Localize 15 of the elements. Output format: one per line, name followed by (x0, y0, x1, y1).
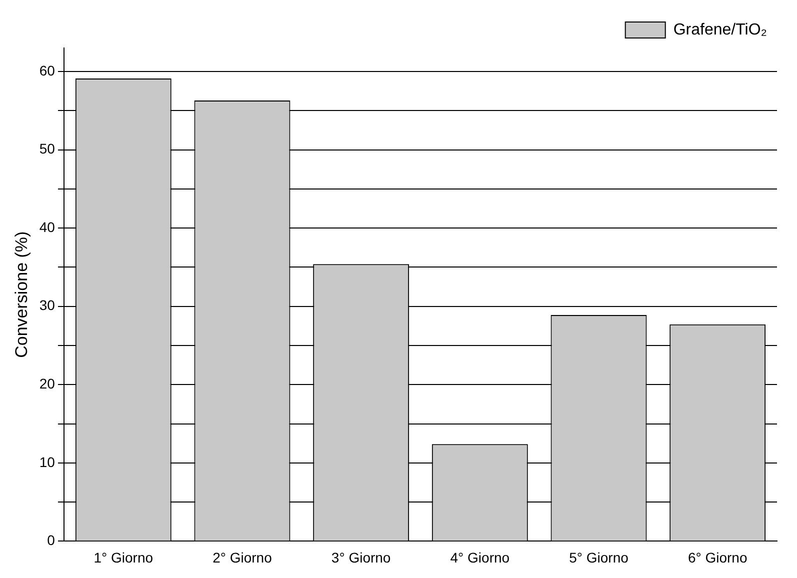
x-tick-label: 3° Giorno (331, 549, 391, 566)
y-axis-title: Conversione (%) (12, 231, 31, 358)
y-tick-label: 50 (39, 140, 56, 157)
x-tick-label: 4° Giorno (450, 549, 510, 566)
x-tick-label: 5° Giorno (569, 549, 629, 566)
x-tick-label: 2° Giorno (212, 549, 272, 566)
y-tick-label: 0 (47, 532, 56, 548)
x-tick-label: 6° Giorno (688, 549, 748, 566)
y-tick-label: 30 (39, 297, 56, 314)
y-tick-label: 60 (39, 62, 56, 78)
y-tick-label: 10 (39, 454, 56, 470)
legend-label: Grafene/TiO₂ (673, 21, 768, 38)
y-tick-label: 20 (39, 375, 56, 392)
x-tick-label: 1° Giorno (94, 549, 154, 566)
y-tick-label: 40 (39, 218, 56, 235)
